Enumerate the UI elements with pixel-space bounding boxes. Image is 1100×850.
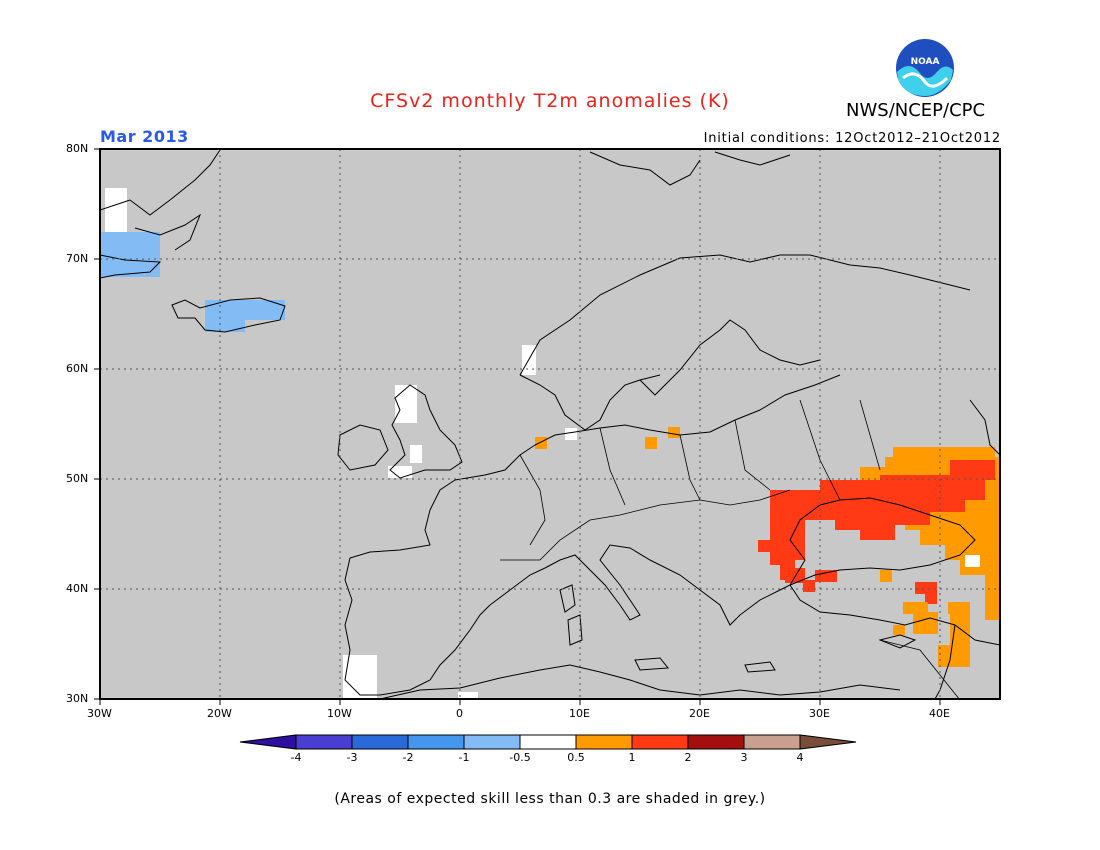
lat-label: 30N [66,692,89,705]
noaa-logo: NOAA [893,38,957,98]
anomaly-cell [388,466,412,478]
anomaly-cell [668,427,680,438]
anomaly-cell [913,612,938,634]
anomaly-cell [965,555,980,567]
anomaly-cell [893,625,905,635]
colorbar-label: -2 [402,751,414,764]
lat-label: 70N [66,252,89,265]
lon-label: 20W [207,707,232,720]
colorbar-label: 0.5 [567,751,585,764]
initial-conditions: Initial conditions: 12Oct2012–21Oct2012 [703,131,1001,146]
lon-label: 30W [87,707,112,720]
anomaly-cell [925,592,937,604]
colorbar-label: 3 [740,751,748,764]
map-background [100,149,1000,699]
coastlines [100,149,1000,699]
colorbar-swatch [463,734,521,750]
colorbar-label: -3 [346,751,358,764]
chart-title: CFSv2 monthly T2m anomalies (K) [370,90,730,112]
tick-marks [94,148,941,705]
lon-label: 0 [456,707,463,720]
colorbar-label: 4 [796,751,804,764]
graticule [100,149,1000,699]
colorbar-arrow-low [239,734,297,750]
colorbar-label: 2 [684,751,692,764]
colorbar-swatch [519,734,577,750]
anomaly-cell [815,570,837,582]
anomaly-cell [410,445,422,463]
lon-label: 20E [689,707,710,720]
anomaly-cell [803,580,815,592]
lon-label: 40E [929,707,950,720]
anomaly-cell [395,385,417,423]
colorbar-swatch [743,734,801,750]
anomaly-cell [758,460,995,580]
anomaly-cell [903,602,928,614]
anomaly-cell [948,602,970,614]
lon-label: 10W [327,707,352,720]
anomaly-cell [938,645,970,667]
colorbar-swatch [575,734,633,750]
colorbar-swatch [687,734,745,750]
lon-label: 30E [809,707,830,720]
lat-label: 80N [66,142,89,155]
colorbar-label: -0.5 [509,751,531,764]
colorbar-label: 1 [628,751,636,764]
colorbar-label: -1 [458,751,470,764]
lon-label: 10E [569,707,590,720]
colorbar-swatch [631,734,689,750]
anomaly-cell [343,655,377,699]
colorbar-swatch [351,734,409,750]
anomaly-cell [205,300,285,320]
lat-label: 40N [66,582,89,595]
anomaly-cell [880,570,892,582]
noaa-logo-text: NOAA [911,57,940,67]
anomaly-cell [105,188,127,232]
anomaly-cells [100,188,1000,699]
anomaly-cell [785,568,805,583]
lat-label: 60N [66,362,89,375]
lat-label: 50N [66,472,89,485]
map-frame [99,148,1001,700]
colorbar-swatch [295,734,353,750]
anomaly-cell [205,318,245,332]
anomaly-cell [565,428,577,440]
skill-footnote: (Areas of expected skill less than 0.3 a… [334,791,766,807]
colorbar-swatch [407,734,465,750]
anomaly-cell [915,582,937,594]
anomaly-cell [100,232,160,277]
colorbar-label: -4 [290,751,302,764]
agency-label: NWS/NCEP/CPC [846,100,986,121]
valid-month: Mar 2013 [100,127,189,146]
anomaly-cell [458,692,478,699]
anomaly-cell [950,612,970,647]
anomaly-cell [645,437,657,449]
colorbar-arrow-high [799,734,857,750]
